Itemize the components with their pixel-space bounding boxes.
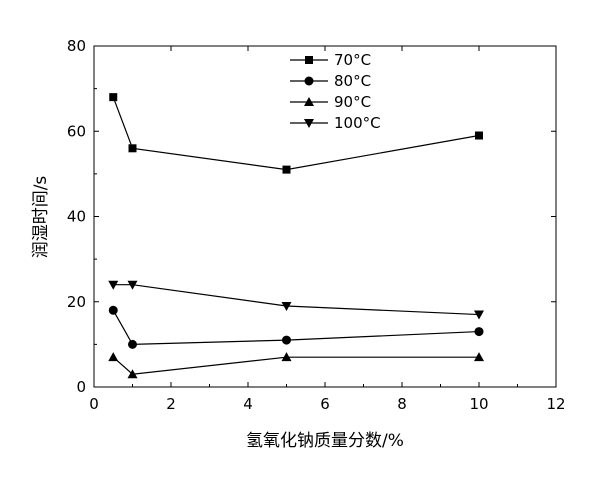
series-line xyxy=(112,309,480,345)
legend-label: 100°C xyxy=(334,114,381,132)
data-point xyxy=(474,352,484,362)
data-point xyxy=(128,144,137,153)
y-tick-label: 60 xyxy=(67,122,86,140)
legend-item: 100°C xyxy=(290,114,381,132)
series-2 xyxy=(108,352,484,379)
legend-item: 90°C xyxy=(290,93,371,111)
series-1 xyxy=(108,305,484,349)
x-tick-label: 2 xyxy=(166,395,176,413)
y-tick-label: 80 xyxy=(67,37,86,55)
legend-marker xyxy=(304,97,314,106)
x-tick-label: 4 xyxy=(243,395,253,413)
legend-marker xyxy=(304,76,314,86)
data-point xyxy=(127,280,138,290)
x-tick-label: 12 xyxy=(546,395,565,413)
series-layer xyxy=(108,93,484,379)
x-tick-label: 8 xyxy=(397,395,407,413)
legend: 70°C 80°C 90°C 100°C xyxy=(290,51,381,132)
legend-item: 70°C xyxy=(290,51,371,69)
plot-frame xyxy=(93,45,557,388)
y-axis-label: 润湿时间/s xyxy=(31,176,51,259)
x-tick-label: 10 xyxy=(469,395,488,413)
legend-item: 80°C xyxy=(290,72,371,90)
data-point xyxy=(108,352,119,362)
data-point xyxy=(108,280,119,290)
legend-label: 90°C xyxy=(334,93,371,111)
y-tick-label: 0 xyxy=(76,378,86,396)
x-tick-label: 6 xyxy=(320,395,330,413)
x-axis-label: 氢氧化钠质量分数/% xyxy=(246,431,404,451)
data-point xyxy=(281,302,292,312)
series-0 xyxy=(109,93,483,174)
data-point xyxy=(108,305,118,315)
series-line xyxy=(112,96,480,171)
series-line xyxy=(113,284,480,316)
legend-marker xyxy=(305,56,313,64)
data-point xyxy=(282,335,291,345)
legend-marker xyxy=(304,119,314,128)
data-point xyxy=(282,165,291,174)
data-point xyxy=(474,310,484,320)
data-point xyxy=(128,339,137,349)
legend-label: 80°C xyxy=(334,72,371,90)
y-tick-label: 40 xyxy=(67,208,86,226)
data-point xyxy=(127,369,138,379)
series-3 xyxy=(108,280,484,320)
data-point xyxy=(475,131,483,140)
y-tick-label: 20 xyxy=(67,293,86,311)
axes: 0 2 4 6 8 10 12 0 20 40 60 80 xyxy=(67,37,566,413)
x-tick-label: 0 xyxy=(89,395,99,413)
series-line xyxy=(112,356,479,375)
data-point xyxy=(474,327,484,337)
legend-label: 70°C xyxy=(334,51,371,69)
data-point xyxy=(109,93,118,102)
data-point xyxy=(281,352,292,362)
